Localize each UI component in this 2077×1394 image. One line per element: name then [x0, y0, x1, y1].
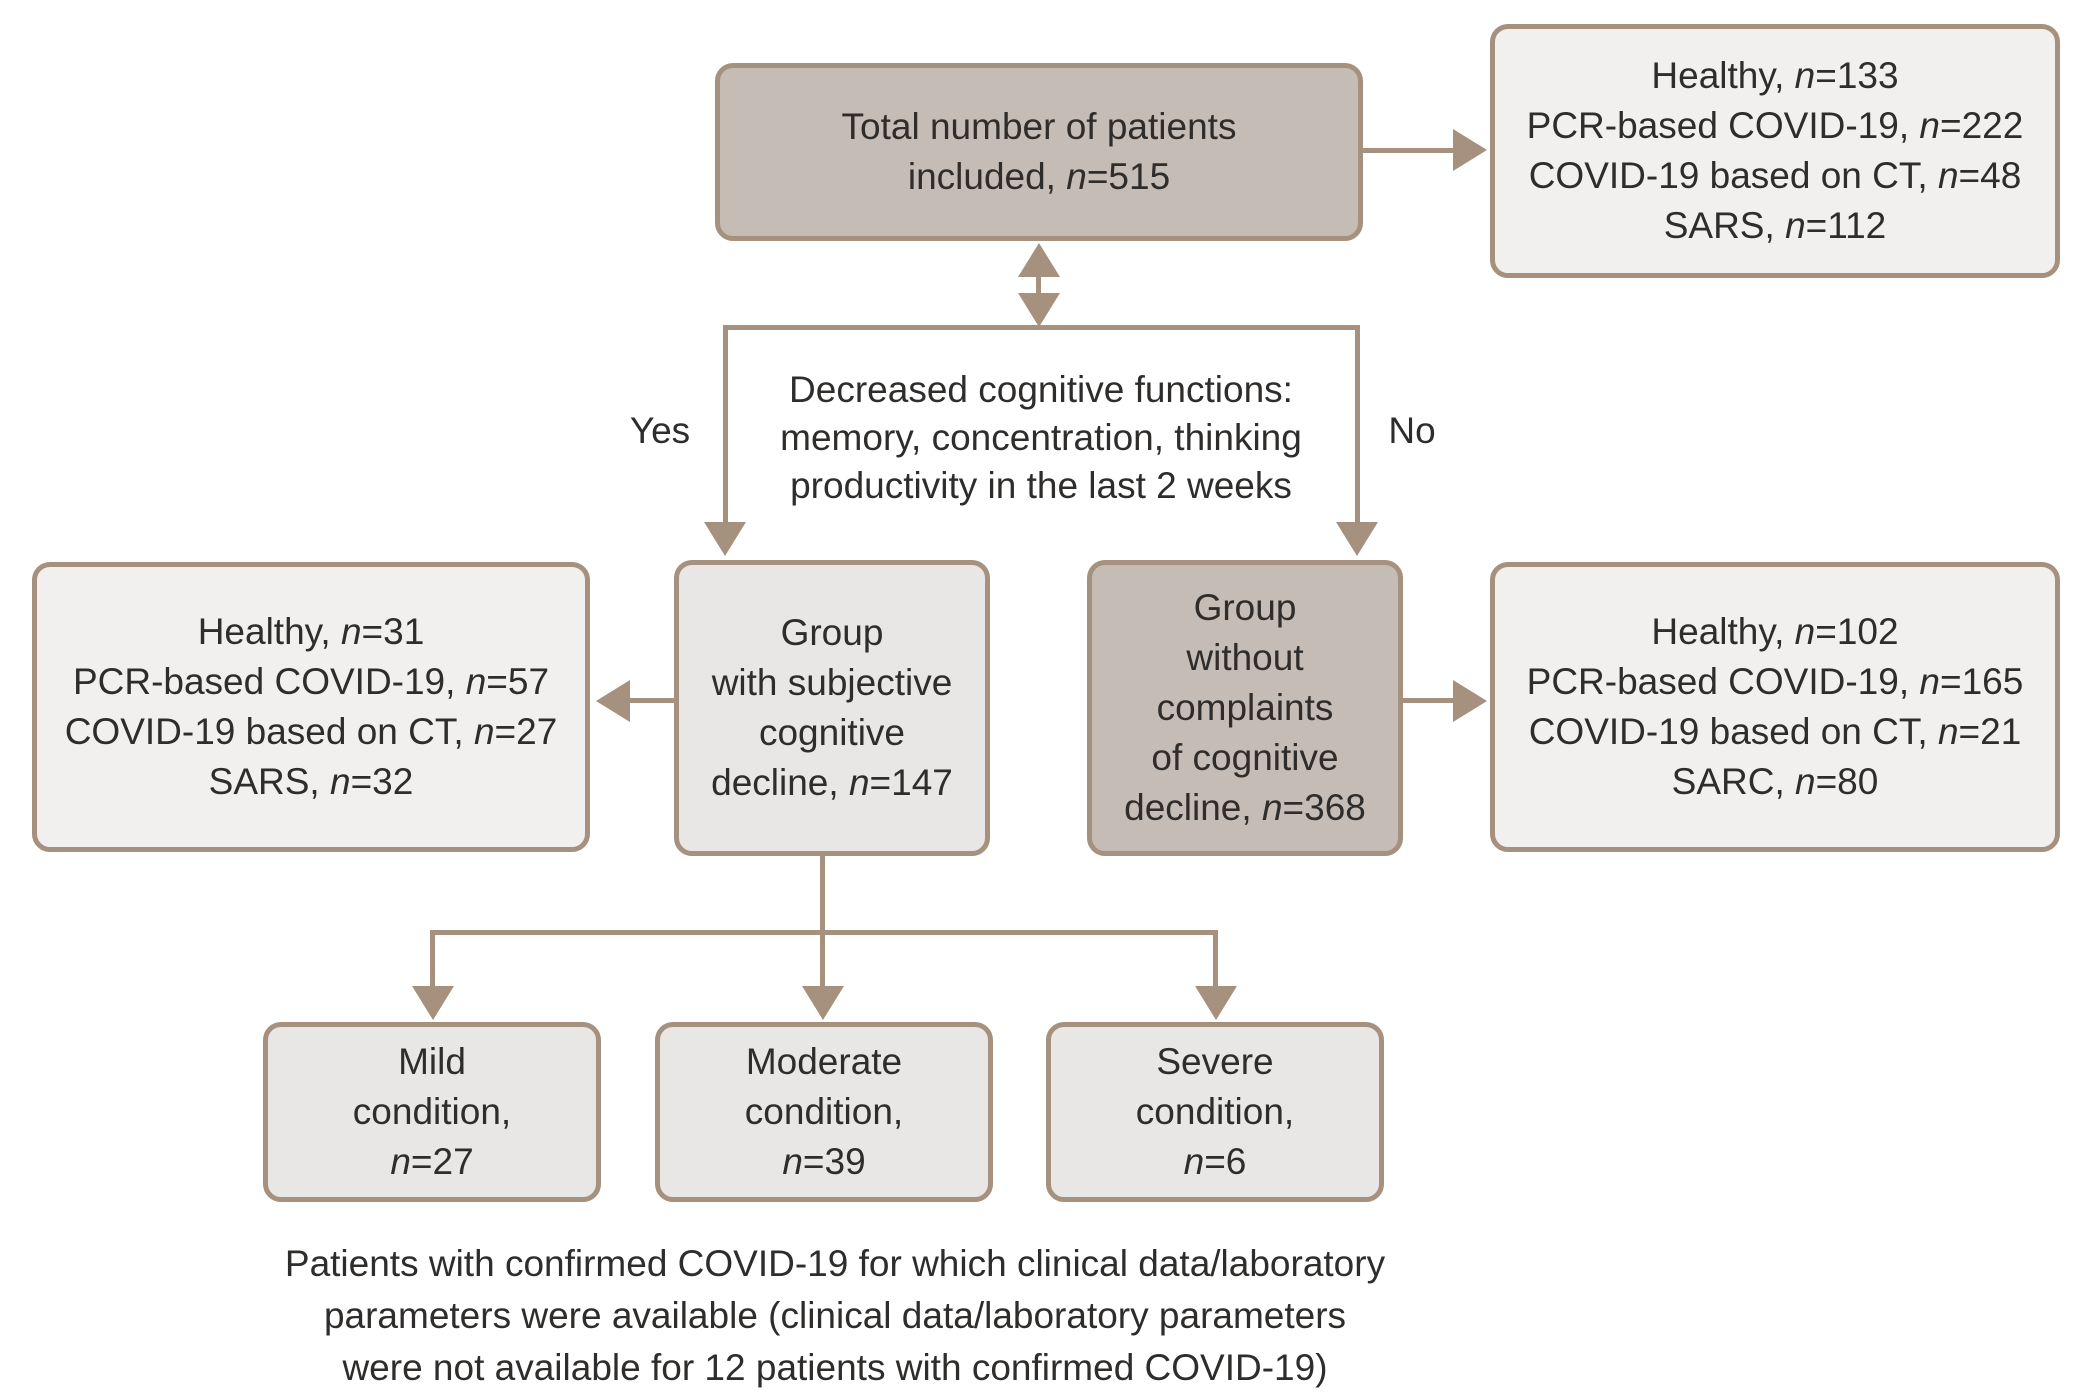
decision-bracket-top-line: [723, 325, 1360, 330]
severity-tree-cross-line: [430, 930, 1218, 935]
double-arrow-down-arrowhead: [1018, 293, 1060, 327]
decision-yes-branch-line: [723, 325, 728, 522]
arrow-to-severe-arrowhead: [1195, 986, 1237, 1020]
scd-group-box: Group with subjective cognitive decline, n=…: [674, 560, 990, 856]
arrow-scd-to-breakdown-line: [630, 698, 674, 703]
caption: Patients with confirmed COVID-19 for whi…: [284, 1243, 1386, 1388]
arrow-to-severe-line: [1213, 930, 1218, 988]
severity-tree-stem-line: [820, 856, 825, 932]
arrow-to-mild-line: [430, 930, 435, 988]
nc-breakdown-text: Healthy, n=102 PCR-based COVID-19, n=165 C…: [1526, 611, 2024, 802]
scd-group-text: Group with subjective cognitive decline, n=…: [711, 612, 953, 803]
decision-yes-branch-arrowhead: [704, 522, 746, 556]
decision-no-branch-arrowhead: [1336, 522, 1378, 556]
nc-breakdown-box: Healthy, n=102 PCR-based COVID-19, n=165 C…: [1490, 562, 2060, 852]
arrow-nc-to-breakdown-line: [1403, 698, 1453, 703]
arrow-nc-to-breakdown-arrowhead: [1453, 680, 1487, 722]
moderate-condition-box: Moderate condition, n=39: [655, 1022, 993, 1202]
total-patients-text: Total number of patients included, n=515: [841, 106, 1237, 197]
mild-condition-text: Mild condition, n=27: [352, 1041, 512, 1182]
scd-breakdown-box: Healthy, n=31 PCR-based COVID-19, n=57 COV…: [32, 562, 590, 852]
arrow-total-to-breakdown-arrowhead: [1453, 129, 1487, 171]
decision-no-branch-line: [1355, 325, 1360, 522]
no-label: No: [1388, 410, 1436, 451]
arrow-to-mild-arrowhead: [412, 986, 454, 1020]
decision-question-text: Decreased cognitive functions: memory, co…: [780, 369, 1302, 506]
severe-condition-text: Severe condition, n=6: [1135, 1041, 1295, 1182]
double-arrow-up-arrowhead: [1018, 243, 1060, 277]
mild-condition-box: Mild condition, n=27: [263, 1022, 601, 1202]
total-breakdown-box: Healthy, n=133 PCR-based COVID-19, n=222 C…: [1490, 24, 2060, 278]
total-breakdown-text: Healthy, n=133 PCR-based COVID-19, n=222 C…: [1526, 55, 2024, 246]
nc-group-box: Group without complaints of cognitive declin…: [1087, 560, 1403, 856]
arrow-scd-to-breakdown-arrowhead: [596, 680, 630, 722]
severe-condition-box: Severe condition, n=6: [1046, 1022, 1384, 1202]
double-arrow-shaft: [1036, 275, 1041, 295]
nc-group-text: Group without complaints of cognitive declin…: [1124, 587, 1366, 828]
arrow-total-to-breakdown-line: [1363, 148, 1455, 153]
total-patients-box: Total number of patients included, n=515: [715, 63, 1363, 241]
arrow-to-moderate-line: [820, 935, 825, 988]
moderate-condition-text: Moderate condition, n=39: [744, 1041, 904, 1182]
arrow-to-moderate-arrowhead: [802, 986, 844, 1020]
yes-label: Yes: [629, 410, 691, 451]
scd-breakdown-text: Healthy, n=31 PCR-based COVID-19, n=57 COV…: [64, 611, 558, 802]
